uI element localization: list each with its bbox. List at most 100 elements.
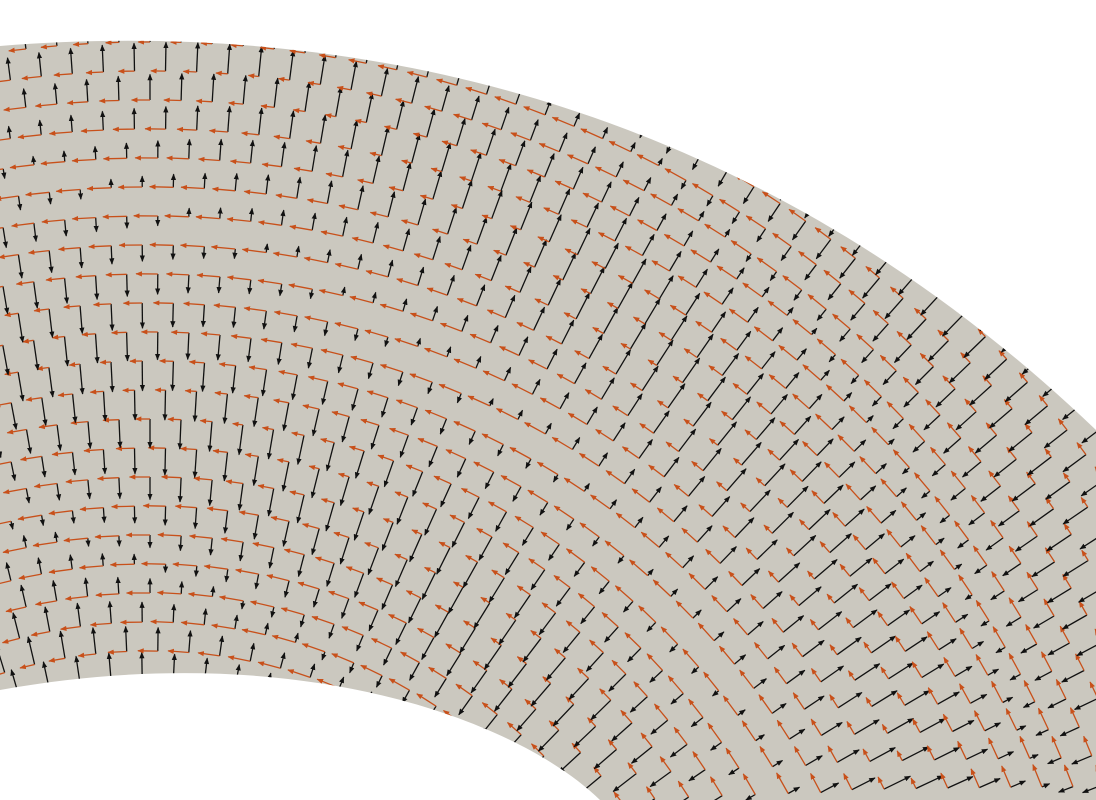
normal-arrow (70, 510, 76, 524)
normal-arrow (624, 87, 633, 105)
normal-arrow (339, 476, 350, 507)
tangent-arrow (665, 551, 684, 569)
tangent-arrow (524, 421, 546, 435)
tangent-arrow (214, 682, 236, 689)
normal-arrow (56, 424, 63, 452)
normal-arrow (704, 576, 719, 590)
tangent-arrow (95, 679, 112, 685)
tangent-arrow (27, 249, 50, 255)
normal-arrow (223, 510, 229, 534)
normal-arrow (1040, 328, 1059, 346)
tangent-arrow (453, 420, 476, 432)
tangent-arrow (170, 329, 189, 335)
normal-arrow (396, 496, 409, 525)
tangent-arrow (301, 643, 326, 653)
normal-arrow (48, 250, 54, 274)
tangent-arrow (45, 276, 65, 283)
tangent-arrow (19, 455, 42, 462)
tangent-arrow (698, 504, 713, 517)
tangent-arrow (589, 639, 604, 654)
normal-arrow (552, 474, 559, 483)
tangent-arrow (839, 563, 851, 577)
normal-arrow (19, 584, 27, 608)
normal-arrow (39, 515, 45, 527)
normal-arrow (598, 580, 610, 595)
normal-arrow (428, 446, 438, 468)
normal-arrow (808, 509, 831, 531)
tangent-arrow (896, 692, 906, 706)
tangent-arrow (751, 150, 769, 163)
normal-arrow (446, 652, 462, 677)
tangent-arrow (226, 216, 251, 223)
normal-arrow (349, 662, 355, 674)
normal-arrow (456, 393, 463, 404)
normal-arrow (820, 665, 845, 683)
normal-arrow (856, 163, 876, 188)
normal-arrow (252, 515, 260, 540)
tangent-arrow (880, 666, 890, 680)
tangent-arrow (934, 210, 948, 222)
normal-arrow (399, 434, 409, 458)
tangent-arrow (846, 720, 856, 735)
tangent-arrow (308, 465, 320, 471)
tangent-arrow (758, 694, 773, 714)
tangent-arrow (261, 426, 274, 432)
normal-arrow (488, 398, 494, 407)
tangent-arrow (1023, 292, 1038, 308)
tangent-arrow (210, 244, 236, 250)
tangent-arrow (545, 335, 562, 345)
normal-arrow (461, 244, 472, 270)
tangent-arrow (48, 657, 66, 663)
normal-arrow (1018, 306, 1038, 325)
tangent-arrow (244, 688, 266, 696)
tangent-arrow (320, 498, 335, 504)
normal-arrow (525, 458, 532, 469)
tangent-arrow (728, 571, 743, 586)
tangent-arrow (805, 185, 821, 197)
tangent-arrow (773, 666, 788, 685)
normal-arrow (132, 448, 138, 475)
tangent-arrow (331, 715, 354, 727)
normal-arrow (636, 62, 647, 85)
tangent-arrow (388, 613, 407, 624)
tangent-arrow (602, 365, 617, 375)
tangent-arrow (703, 671, 720, 692)
tangent-arrow (514, 515, 534, 529)
tangent-arrow (539, 397, 561, 410)
normal-arrow (280, 209, 286, 226)
normal-arrow (487, 25, 490, 34)
tangent-arrow (957, 230, 972, 243)
normal-arrow (490, 324, 499, 344)
tangent-arrow (200, 331, 221, 337)
tangent-arrow (180, 446, 197, 452)
tangent-arrow (553, 574, 571, 589)
tangent-arrow (249, 600, 275, 608)
tangent-arrow (528, 558, 546, 571)
tangent-arrow (183, 13, 197, 14)
tangent-arrow (940, 772, 949, 789)
tangent-arrow (157, 532, 182, 538)
tangent-arrow (287, 669, 311, 679)
normal-arrow (263, 243, 270, 253)
tangent-arrow (516, 321, 534, 331)
normal-arrow (650, 719, 669, 735)
normal-arrow (63, 278, 70, 304)
normal-arrow (806, 127, 825, 154)
tangent-arrow (607, 739, 618, 750)
tangent-arrow (829, 694, 839, 709)
tangent-arrow (688, 573, 706, 590)
tangent-arrow (554, 648, 566, 659)
normal-arrow (868, 583, 892, 602)
normal-arrow (623, 600, 634, 613)
normal-arrow (78, 247, 84, 269)
tangent-arrow (242, 17, 259, 19)
tangent-arrow (1051, 365, 1064, 380)
normal-arrow (299, 614, 305, 628)
normal-arrow (630, 746, 653, 764)
tangent-arrow (682, 648, 700, 668)
normal-arrow (187, 630, 193, 653)
normal-arrow (526, 17, 531, 32)
tangent-arrow (656, 400, 669, 409)
normal-arrow (323, 695, 332, 714)
normal-arrow (394, 559, 408, 588)
